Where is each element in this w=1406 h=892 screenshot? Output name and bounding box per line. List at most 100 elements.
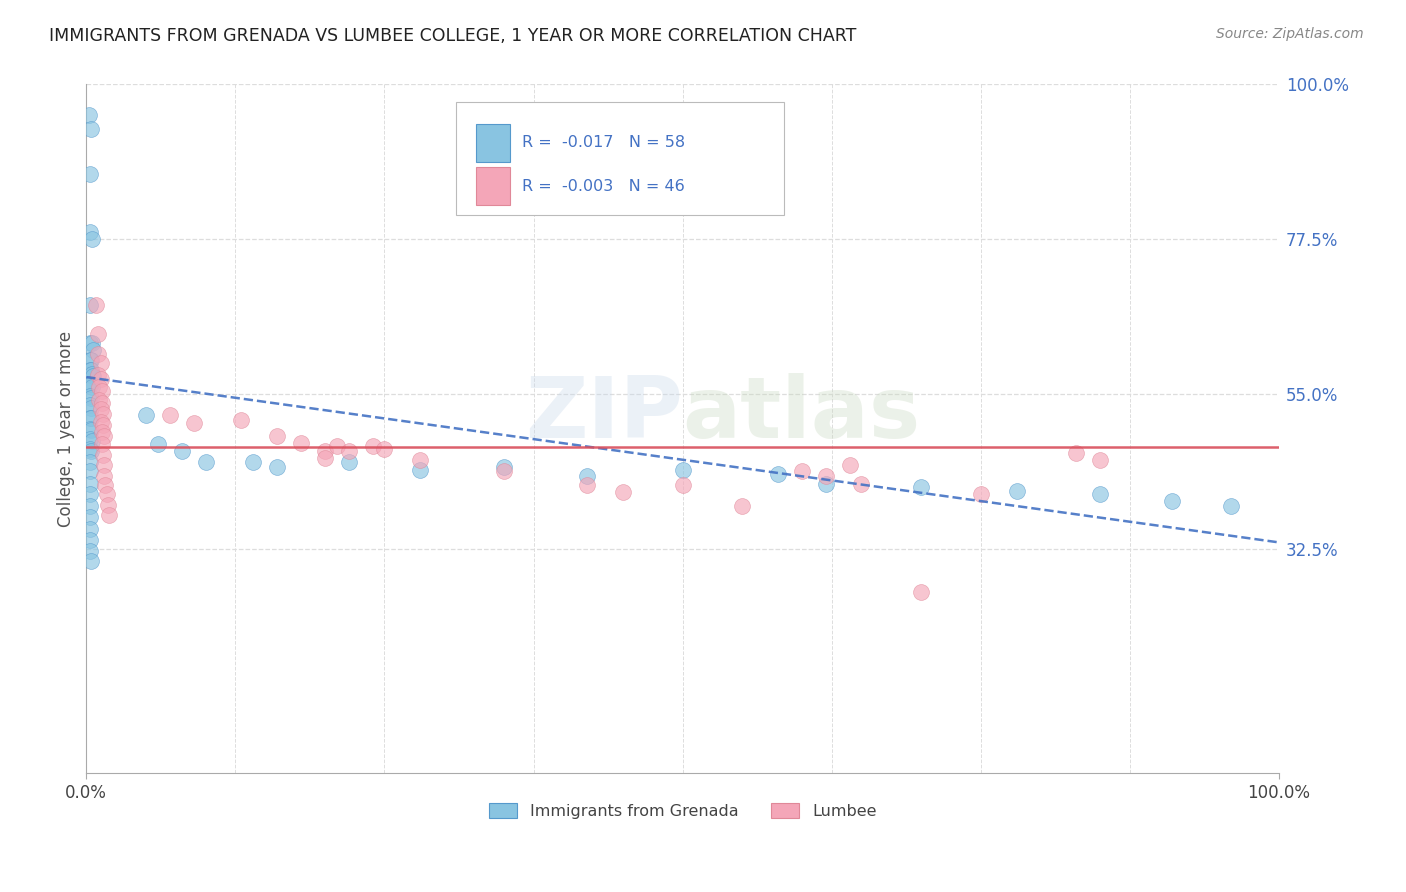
Point xyxy=(266,459,288,474)
Point xyxy=(90,395,112,409)
Point xyxy=(79,226,101,240)
Point xyxy=(492,459,515,474)
Point xyxy=(146,437,169,451)
Point xyxy=(80,122,103,136)
Point xyxy=(80,411,103,425)
Point xyxy=(671,463,693,477)
Point xyxy=(970,487,993,501)
Text: ZIP: ZIP xyxy=(524,374,682,457)
Point xyxy=(910,480,932,494)
Point xyxy=(79,352,101,367)
Point xyxy=(89,392,111,407)
Point xyxy=(90,425,112,440)
Point xyxy=(337,443,360,458)
Point xyxy=(242,455,264,469)
Text: R =  -0.003   N = 46: R = -0.003 N = 46 xyxy=(522,179,685,194)
Point xyxy=(87,347,110,361)
Point xyxy=(576,468,599,483)
Point xyxy=(79,298,101,312)
Point xyxy=(79,533,101,548)
Point xyxy=(82,343,104,357)
Point xyxy=(93,428,115,442)
Point xyxy=(90,415,112,429)
Text: atlas: atlas xyxy=(682,374,921,457)
Point xyxy=(790,465,813,479)
Point xyxy=(290,435,312,450)
Point xyxy=(409,452,432,467)
Point xyxy=(409,463,432,477)
Point xyxy=(79,499,101,513)
Point xyxy=(79,363,101,377)
Point xyxy=(91,407,114,421)
Point xyxy=(1160,494,1182,508)
Point xyxy=(79,509,101,524)
Point xyxy=(97,498,120,512)
Point xyxy=(766,467,789,481)
Point xyxy=(89,380,111,394)
Point xyxy=(80,391,103,405)
Point xyxy=(612,485,634,500)
Point xyxy=(814,468,837,483)
Point xyxy=(77,108,100,122)
Text: R =  -0.017   N = 58: R = -0.017 N = 58 xyxy=(522,136,685,151)
FancyBboxPatch shape xyxy=(477,168,509,205)
Point xyxy=(492,465,515,479)
Point xyxy=(1064,446,1087,460)
Point xyxy=(79,376,101,391)
Point xyxy=(159,408,181,422)
Point xyxy=(814,476,837,491)
Point xyxy=(1088,452,1111,467)
Point xyxy=(170,443,193,458)
Point xyxy=(731,499,754,513)
FancyBboxPatch shape xyxy=(456,102,785,215)
FancyBboxPatch shape xyxy=(477,124,509,162)
Point xyxy=(838,458,860,472)
Point xyxy=(93,458,115,472)
Point xyxy=(79,167,101,181)
Point xyxy=(91,448,114,462)
Point xyxy=(135,408,157,422)
Point xyxy=(82,367,104,381)
Point xyxy=(80,423,103,437)
Point xyxy=(96,487,118,501)
Point xyxy=(1005,483,1028,498)
Point xyxy=(80,443,103,458)
Text: Source: ZipAtlas.com: Source: ZipAtlas.com xyxy=(1216,27,1364,41)
Point xyxy=(910,585,932,599)
Point xyxy=(82,434,104,449)
Point xyxy=(79,411,101,425)
Point xyxy=(93,468,115,483)
Point xyxy=(87,368,110,382)
Point xyxy=(87,326,110,341)
Point xyxy=(90,384,112,398)
Point xyxy=(314,443,336,458)
Point xyxy=(325,439,347,453)
Point xyxy=(82,335,104,350)
Point xyxy=(97,508,120,522)
Point xyxy=(79,432,101,446)
Point xyxy=(231,413,253,427)
Point xyxy=(314,450,336,465)
Point xyxy=(82,368,104,383)
Point xyxy=(576,478,599,492)
Point xyxy=(1220,499,1243,513)
Point xyxy=(90,437,112,451)
Point xyxy=(851,476,873,491)
Text: IMMIGRANTS FROM GRENADA VS LUMBEE COLLEGE, 1 YEAR OR MORE CORRELATION CHART: IMMIGRANTS FROM GRENADA VS LUMBEE COLLEG… xyxy=(49,27,856,45)
Point xyxy=(79,398,101,412)
Point xyxy=(1088,487,1111,501)
Point xyxy=(80,554,103,568)
Point xyxy=(90,356,112,370)
Point xyxy=(337,455,360,469)
Point xyxy=(79,522,101,536)
Point xyxy=(84,298,107,312)
Point xyxy=(361,439,384,453)
Point xyxy=(183,416,205,430)
Point xyxy=(671,478,693,492)
Point xyxy=(79,476,101,491)
Point xyxy=(80,376,103,391)
Point xyxy=(80,352,103,367)
Point xyxy=(79,487,101,501)
Point xyxy=(82,380,104,394)
Point xyxy=(90,372,112,386)
